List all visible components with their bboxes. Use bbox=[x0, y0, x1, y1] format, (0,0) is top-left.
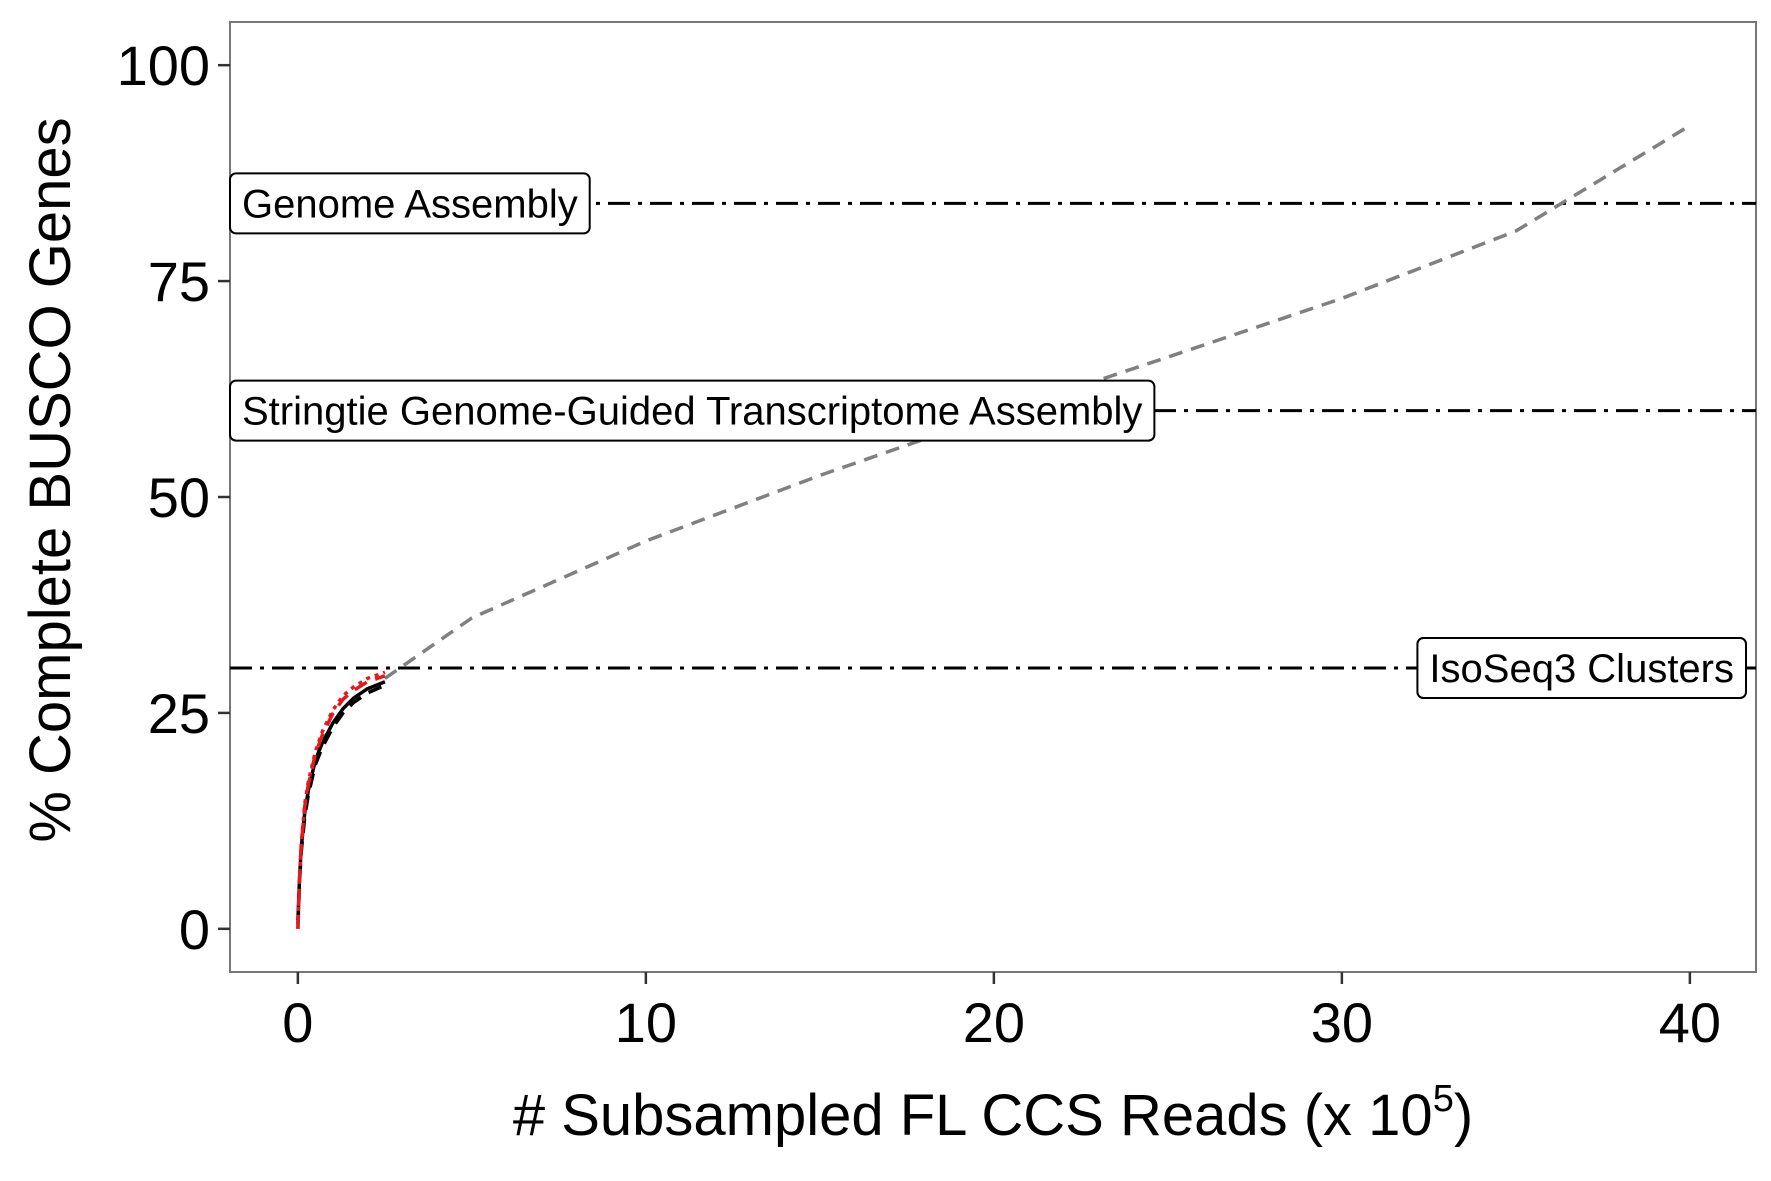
plot-panel bbox=[229, 21, 1757, 973]
reference-label-box bbox=[1416, 637, 1747, 699]
x-tick-label: 40 bbox=[1659, 991, 1721, 1054]
reference-label: IsoSeq3 Clusters bbox=[1416, 637, 1747, 699]
x-axis-title-main: # Subsampled FL CCS Reads (x 10 bbox=[513, 1083, 1433, 1148]
x-axis: 0 10 20 30 40 bbox=[282, 972, 1721, 1054]
x-axis-title: # Subsampled FL CCS Reads (x 105) bbox=[513, 1078, 1473, 1148]
reference-label-text: IsoSeq3 Clusters bbox=[1429, 647, 1734, 691]
reference-label-box bbox=[229, 379, 1156, 442]
reference-label-box bbox=[229, 172, 591, 235]
y-tick-label: 25 bbox=[148, 682, 210, 745]
x-tick-label: 10 bbox=[615, 991, 677, 1054]
x-axis-title-close: ) bbox=[1454, 1083, 1473, 1148]
x-axis-title-superscript: 5 bbox=[1433, 1078, 1454, 1120]
y-tick-label: 0 bbox=[179, 898, 210, 961]
y-axis: 0 25 50 75 100 bbox=[117, 34, 230, 961]
series-line bbox=[296, 683, 386, 925]
series-layer bbox=[296, 124, 1691, 929]
reference-label-text: Stringtie Genome-Guided Transcriptome As… bbox=[242, 390, 1142, 434]
reference-label: Genome Assembly bbox=[229, 172, 591, 235]
y-tick-label: 50 bbox=[148, 466, 210, 529]
y-tick-label: 75 bbox=[148, 250, 210, 313]
series-line bbox=[383, 124, 1691, 680]
reference-label: Stringtie Genome-Guided Transcriptome As… bbox=[229, 379, 1156, 442]
reference-label-text: Genome Assembly bbox=[242, 182, 578, 226]
series-line bbox=[296, 674, 386, 929]
y-axis-title: % Complete BUSCO Genes bbox=[18, 117, 83, 842]
y-tick-label: 100 bbox=[117, 34, 210, 97]
x-tick-label: 30 bbox=[1311, 991, 1373, 1054]
reference-labels: Genome Assembly Stringtie Genome-Guided T… bbox=[229, 172, 1747, 699]
x-tick-label: 0 bbox=[282, 991, 313, 1054]
x-tick-label: 20 bbox=[963, 991, 1025, 1054]
